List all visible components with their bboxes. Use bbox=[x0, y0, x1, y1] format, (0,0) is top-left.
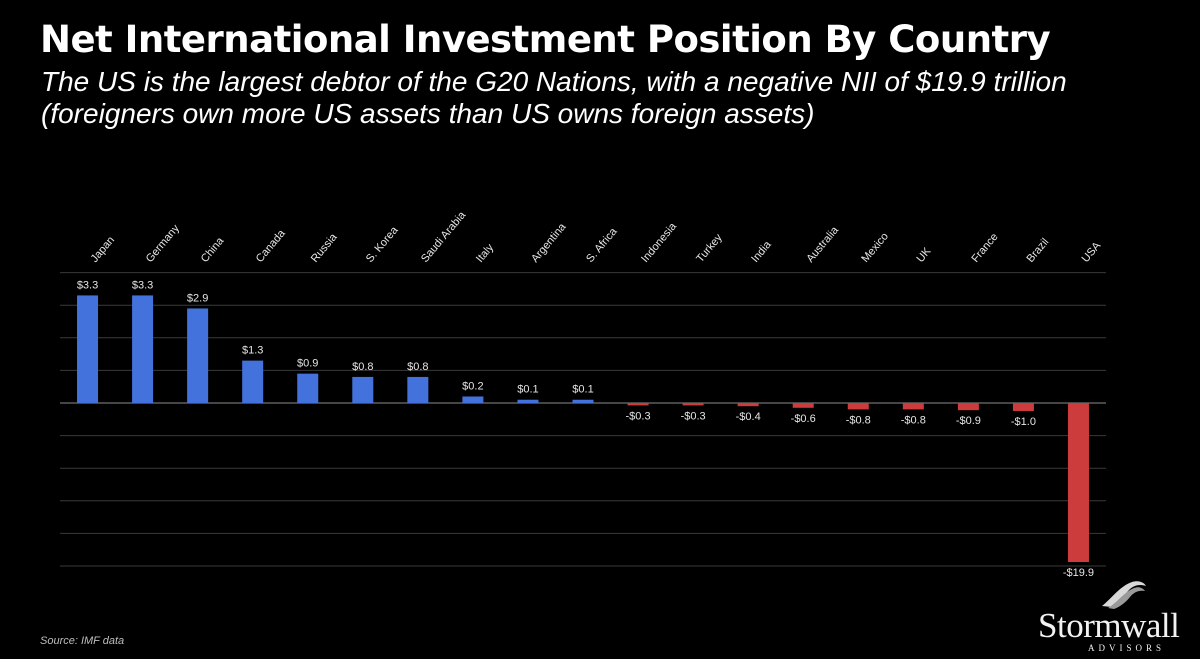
bar-argentina bbox=[517, 399, 539, 403]
wave-icon bbox=[1102, 581, 1146, 609]
data-label: -$0.8 bbox=[901, 414, 926, 426]
logo-subtitle: ADVISORS bbox=[1088, 643, 1166, 653]
data-label: -$0.3 bbox=[681, 410, 706, 422]
bar-canada bbox=[242, 360, 264, 403]
data-label: $0.1 bbox=[517, 384, 538, 396]
bar-turkey bbox=[682, 403, 704, 406]
bar-s-africa bbox=[572, 399, 594, 403]
data-label: $0.2 bbox=[462, 380, 483, 392]
category-label: India bbox=[749, 238, 774, 265]
page-title: Net International Investment Position By… bbox=[40, 18, 1051, 61]
bar-russia bbox=[297, 373, 319, 403]
logo-name: Stormwall bbox=[1038, 606, 1180, 645]
category-label: Brazil bbox=[1025, 236, 1052, 265]
bar-germany bbox=[132, 295, 154, 403]
data-label: -$0.6 bbox=[791, 413, 816, 425]
data-label: $0.8 bbox=[407, 361, 428, 373]
category-labels: Japan Germany China Canada Russia S. Korea Sau… bbox=[89, 209, 1104, 265]
bar-india bbox=[737, 403, 759, 407]
data-labels: $3.3 $3.3 $2.9 $1.3 $0.9 $0.8 $0.8 $0.2 $0.1 $0.1… bbox=[77, 279, 1094, 579]
category-label: France bbox=[969, 231, 1000, 265]
bar-uk bbox=[902, 403, 924, 410]
bar-usa bbox=[1067, 403, 1089, 562]
data-label: -$19.9 bbox=[1063, 567, 1094, 579]
data-label: $3.3 bbox=[77, 279, 98, 291]
category-label: Indonesia bbox=[639, 220, 679, 265]
category-label: China bbox=[199, 235, 227, 265]
bar-france bbox=[957, 403, 979, 411]
bar-s-korea bbox=[352, 376, 374, 403]
bar-japan bbox=[77, 295, 99, 403]
data-label: -$0.3 bbox=[626, 410, 651, 422]
category-label: Russia bbox=[309, 231, 340, 265]
category-label: Turkey bbox=[694, 231, 725, 265]
data-label: -$0.4 bbox=[736, 411, 761, 423]
data-label: -$0.8 bbox=[846, 414, 871, 426]
bar-italy bbox=[462, 396, 484, 403]
category-label: Germany bbox=[144, 222, 183, 265]
category-label: Italy bbox=[474, 241, 496, 265]
bar-brazil bbox=[1012, 403, 1034, 411]
data-label: -$0.9 bbox=[956, 415, 981, 427]
bar-indonesia bbox=[627, 403, 649, 406]
source-note: Source: IMF data bbox=[40, 635, 125, 647]
category-label: Canada bbox=[254, 227, 289, 265]
data-label: $0.8 bbox=[352, 361, 373, 373]
grid-lines bbox=[60, 272, 1106, 567]
category-label: S. Korea bbox=[364, 224, 401, 265]
bars bbox=[77, 295, 1089, 562]
category-label: Australia bbox=[804, 224, 841, 265]
category-label: UK bbox=[914, 245, 933, 265]
data-label: -$1.0 bbox=[1011, 416, 1036, 428]
bar-australia bbox=[792, 403, 814, 408]
bar-saudi-arabia bbox=[407, 376, 429, 403]
data-label: $0.1 bbox=[572, 384, 593, 396]
category-label: USA bbox=[1080, 239, 1104, 265]
data-label: $3.3 bbox=[132, 279, 153, 291]
category-label: Mexico bbox=[859, 231, 891, 265]
page-subtitle: The US is the largest debtor of the G20 … bbox=[41, 66, 1067, 129]
category-label: Japan bbox=[89, 234, 117, 265]
category-label: S. Africa bbox=[584, 225, 620, 265]
category-label: Argentina bbox=[529, 220, 569, 264]
data-label: $0.9 bbox=[297, 358, 318, 370]
data-label: $2.9 bbox=[187, 292, 208, 304]
bar-china bbox=[187, 308, 209, 403]
category-label: Saudi Arabia bbox=[419, 209, 469, 265]
data-label: $1.3 bbox=[242, 345, 263, 357]
bar-mexico bbox=[847, 403, 869, 410]
